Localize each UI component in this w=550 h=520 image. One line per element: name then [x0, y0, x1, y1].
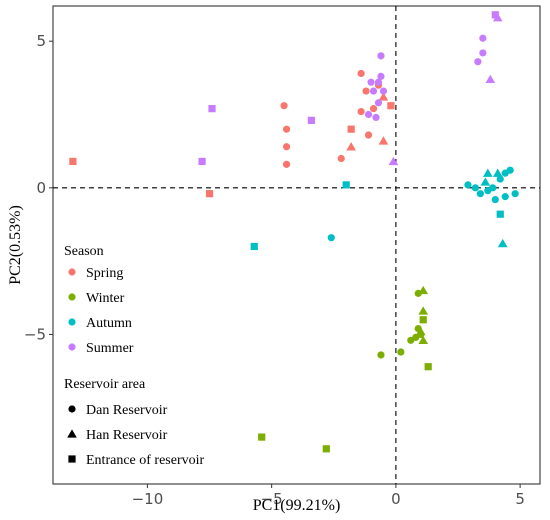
- data-point-summer-square: [307, 116, 316, 124]
- data-point-autumn-circle: [491, 195, 499, 204]
- legend-label-spring: Spring: [86, 266, 123, 281]
- data-point-summer-circle: [369, 87, 378, 95]
- data-point-summer-square: [198, 157, 206, 166]
- legend-key-autumn: [68, 318, 76, 326]
- y-tick-label: −5: [24, 325, 46, 343]
- legend-key-square: [68, 455, 76, 463]
- data-point-spring-circle: [337, 154, 345, 163]
- data-point-spring-triangle: [378, 136, 389, 145]
- data-point-spring-triangle: [346, 142, 356, 151]
- data-point-winter-square: [424, 363, 432, 371]
- data-point-summer-square: [208, 105, 216, 113]
- data-point-summer-circle: [377, 52, 385, 60]
- data-point-winter-square: [258, 433, 266, 441]
- y-tick-label: 5: [36, 32, 46, 50]
- legend-label-autumn: Autumn: [86, 316, 132, 331]
- legend-key-spring: [68, 268, 76, 276]
- data-point-spring-triangle: [378, 92, 389, 101]
- data-point-spring-circle: [282, 160, 291, 168]
- data-point-spring-circle: [362, 87, 370, 95]
- data-point-spring-circle: [357, 69, 365, 78]
- data-point-autumn-triangle: [482, 168, 493, 177]
- axes: −10 −5 0 5 −5 0 5: [24, 5, 541, 508]
- y-tick-label: 0: [36, 179, 46, 197]
- data-point-winter-square: [322, 445, 330, 453]
- data-point-spring-circle: [282, 143, 291, 151]
- data-point-spring-circle: [364, 131, 373, 139]
- data-point-summer-circle: [374, 99, 383, 107]
- legend-area-title: Reservoir area: [64, 377, 146, 392]
- data-point-autumn-triangle: [480, 177, 491, 186]
- plot-panel-border: [52, 5, 541, 485]
- legend-label-winter: Winter: [86, 291, 125, 306]
- data-point-winter-triangle: [418, 285, 429, 295]
- data-point-summer-triangle: [485, 74, 496, 83]
- legend-seasons: Spring Winter Autumn Summer: [62, 262, 134, 357]
- reference-lines: [53, 6, 540, 484]
- legend-key-triangle: [67, 429, 77, 438]
- data-point-summer-circle: [474, 58, 482, 66]
- data-point-autumn-circle: [464, 181, 472, 189]
- legend: Season Spring Winter Autumn Summer Reservoi…: [62, 244, 204, 468]
- data-point-summer-circle: [379, 87, 388, 95]
- data-points: [69, 11, 519, 453]
- legend-key-winter: [68, 293, 76, 301]
- data-point-autumn-circle: [476, 190, 484, 198]
- data-point-autumn-triangle: [497, 238, 508, 248]
- data-point-winter-square: [419, 316, 427, 324]
- data-point-spring-circle: [357, 107, 365, 116]
- data-point-spring-circle: [280, 102, 288, 110]
- data-point-autumn-triangle: [492, 168, 503, 177]
- data-point-autumn-circle: [506, 166, 514, 174]
- data-point-autumn-square: [250, 242, 258, 251]
- data-point-autumn-circle: [471, 184, 479, 192]
- x-axis-title: PC1(99.21%): [253, 497, 341, 514]
- data-point-summer-circle: [479, 34, 487, 42]
- data-point-summer-circle: [377, 72, 385, 80]
- data-point-summer-circle: [479, 49, 487, 57]
- data-point-winter-triangle: [418, 306, 429, 315]
- data-point-summer-circle: [372, 113, 380, 122]
- data-point-summer-circle: [367, 78, 375, 86]
- data-point-spring-square: [347, 125, 355, 133]
- data-point-autumn-circle: [327, 234, 335, 242]
- data-point-winter-circle: [377, 351, 385, 359]
- data-point-summer-circle: [374, 78, 383, 86]
- data-point-spring-circle: [282, 125, 291, 133]
- legend-key-summer: [68, 343, 76, 351]
- data-point-spring-circle: [369, 105, 378, 113]
- data-point-autumn-square: [496, 210, 504, 218]
- legend-areas: Dan Reservoir Han Reservoir Entrance of re…: [67, 403, 204, 468]
- x-tick-label: 0: [391, 490, 401, 508]
- legend-label-circle: Dan Reservoir: [86, 403, 168, 418]
- data-point-winter-circle: [397, 348, 405, 356]
- x-tick-label: −10: [132, 490, 164, 508]
- data-point-spring-square: [387, 102, 395, 110]
- y-axis-title: PC2(0.53%): [7, 205, 24, 285]
- legend-key-circle: [68, 405, 76, 413]
- legend-season-title: Season: [64, 244, 104, 259]
- data-point-summer-triangle: [388, 156, 399, 166]
- x-tick-label: −5: [261, 490, 283, 508]
- x-tick-label: 5: [515, 490, 525, 508]
- data-point-summer-square: [491, 11, 499, 19]
- data-point-autumn-circle: [501, 193, 509, 201]
- data-point-autumn-circle: [496, 175, 504, 183]
- data-point-autumn-circle: [489, 184, 497, 192]
- data-point-autumn-square: [342, 181, 350, 189]
- legend-label-square: Entrance of reservoir: [86, 453, 204, 468]
- data-point-summer-circle: [364, 110, 373, 119]
- data-point-spring-square: [69, 157, 77, 166]
- data-point-autumn-circle: [511, 190, 519, 198]
- data-point-spring-square: [205, 190, 214, 198]
- legend-label-summer: Summer: [86, 341, 134, 356]
- data-point-winter-triangle: [415, 326, 426, 336]
- legend-label-triangle: Han Reservoir: [86, 428, 168, 443]
- data-point-winter-triangle: [418, 335, 429, 344]
